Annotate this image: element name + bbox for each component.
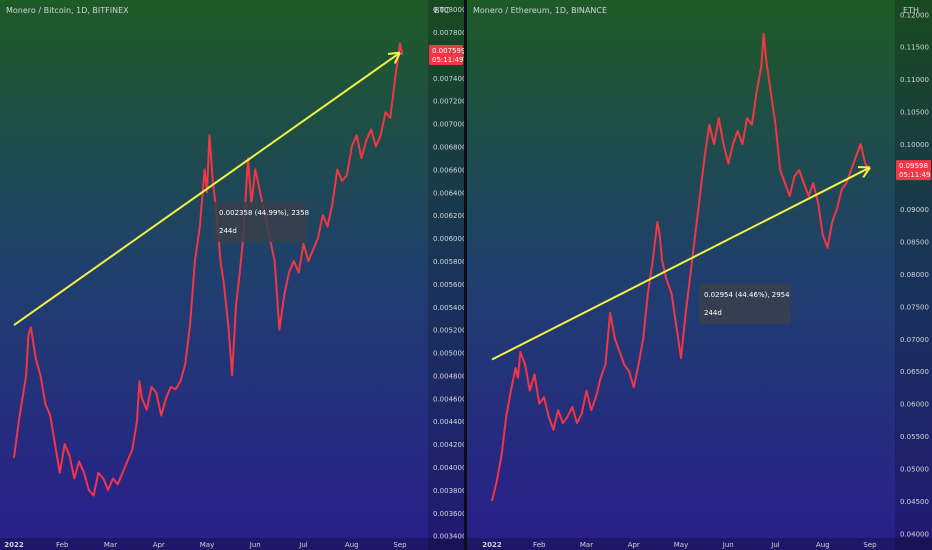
y-tick-label: 0.003400 — [433, 533, 464, 541]
chart-panel-xmr-eth[interactable]: 0.04000 0.04500 0.05000 0.05500 0.06000 0.065… — [467, 0, 932, 550]
y-tick-label: 0.006600 — [433, 166, 464, 174]
measure-change: 0.02954 (44.46%), 2954 — [704, 291, 790, 299]
y-tick-label: 0.06500 — [900, 368, 929, 376]
chart-canvas-xmr-btc[interactable]: 0.003400 0.003600 0.003800 0.004000 0.004200… — [0, 0, 464, 550]
x-tick-label: May — [200, 541, 214, 549]
y-tick-label: 0.004600 — [433, 395, 464, 403]
x-tick-label: Jul — [770, 541, 780, 549]
y-tick-label: 0.07000 — [900, 336, 929, 344]
y-tick-label: 0.06000 — [900, 401, 929, 409]
y-tick-label: 0.004400 — [433, 418, 464, 426]
y-tick-label: 0.006000 — [433, 235, 464, 243]
x-tick-label: Sep — [393, 541, 407, 549]
y-tick-label: 0.006800 — [433, 144, 464, 152]
y-tick-label: 0.04000 — [900, 530, 929, 538]
x-tick-label: Feb — [533, 541, 546, 549]
y-tick-label: 0.005200 — [433, 327, 464, 335]
y-tick-label: 0.004000 — [433, 464, 464, 472]
x-tick-label: Apr — [153, 541, 165, 549]
y-tick-label: 0.007200 — [433, 98, 464, 106]
x-tick-label: 2022 — [4, 541, 24, 549]
y-tick-label: 0.05500 — [900, 433, 929, 441]
chart-title: Monero / Bitcoin, 1D, BITFINEX — [6, 6, 129, 15]
y-tick-label: 0.006400 — [433, 189, 464, 197]
svg-text:0.007599: 0.007599 — [432, 47, 464, 55]
svg-text:05:11:49: 05:11:49 — [432, 56, 463, 64]
y-tick-label: 0.007400 — [433, 75, 464, 83]
y-tick-label: 0.05000 — [900, 466, 929, 474]
y-tick-label: 0.004200 — [433, 441, 464, 449]
x-tick-label: Aug — [816, 541, 830, 549]
measure-duration: 244d — [219, 227, 237, 235]
y-tick-label: 0.09000 — [900, 206, 929, 214]
x-tick-label: Mar — [104, 541, 117, 549]
x-tick-label: 2022 — [482, 541, 502, 549]
y-tick-label: 0.005000 — [433, 350, 464, 358]
y-tick-label: 0.005600 — [433, 281, 464, 289]
y-tick-label: 0.005400 — [433, 304, 464, 312]
x-tick-label: May — [674, 541, 688, 549]
measure-change: 0.002358 (44.99%), 2358 — [219, 209, 309, 217]
chart-background — [467, 0, 932, 550]
y-tick-label: 0.004800 — [433, 372, 464, 380]
y-tick-label: 0.007800 — [433, 29, 464, 37]
y-tick-label: 0.006200 — [433, 212, 464, 220]
chart-title: Monero / Ethereum, 1D, BINANCE — [473, 6, 607, 15]
chart-panel-xmr-btc[interactable]: 0.003400 0.003600 0.003800 0.004000 0.004200… — [0, 0, 464, 550]
measure-tooltip: 0.02954 (44.46%), 2954 244d — [699, 284, 791, 324]
y-tick-label: 0.003800 — [433, 487, 464, 495]
y-tick-label: 0.07500 — [900, 303, 929, 311]
svg-text:05:11:49: 05:11:49 — [899, 171, 930, 179]
x-tick-label: Jun — [249, 541, 261, 549]
y-tick-label: 0.10000 — [900, 141, 929, 149]
axis-unit: ETH — [903, 6, 919, 15]
y-tick-label: 0.10500 — [900, 109, 929, 117]
x-tick-label: Sep — [863, 541, 877, 549]
x-tick-label: Feb — [56, 541, 69, 549]
y-tick-label: 0.08500 — [900, 238, 929, 246]
y-tick-label: 0.08000 — [900, 271, 929, 279]
x-tick-label: Aug — [345, 541, 359, 549]
chart-canvas-xmr-eth[interactable]: 0.04000 0.04500 0.05000 0.05500 0.06000 0.065… — [467, 0, 932, 550]
x-tick-label: Apr — [628, 541, 640, 549]
measure-duration: 244d — [704, 309, 722, 317]
svg-text:0.09598: 0.09598 — [899, 162, 928, 170]
y-tick-label: 0.11000 — [900, 76, 929, 84]
y-tick-label: 0.007000 — [433, 121, 464, 129]
x-tick-label: Jun — [722, 541, 734, 549]
y-tick-label: 0.005800 — [433, 258, 464, 266]
y-tick-label: 0.003600 — [433, 510, 464, 518]
axis-unit: BTC — [434, 6, 450, 15]
x-tick-label: Jul — [298, 541, 308, 549]
y-tick-label: 0.04500 — [900, 498, 929, 506]
y-tick-label: 0.11500 — [900, 44, 929, 52]
measure-tooltip: 0.002358 (44.99%), 2358 244d — [214, 202, 309, 242]
x-tick-label: Mar — [580, 541, 593, 549]
